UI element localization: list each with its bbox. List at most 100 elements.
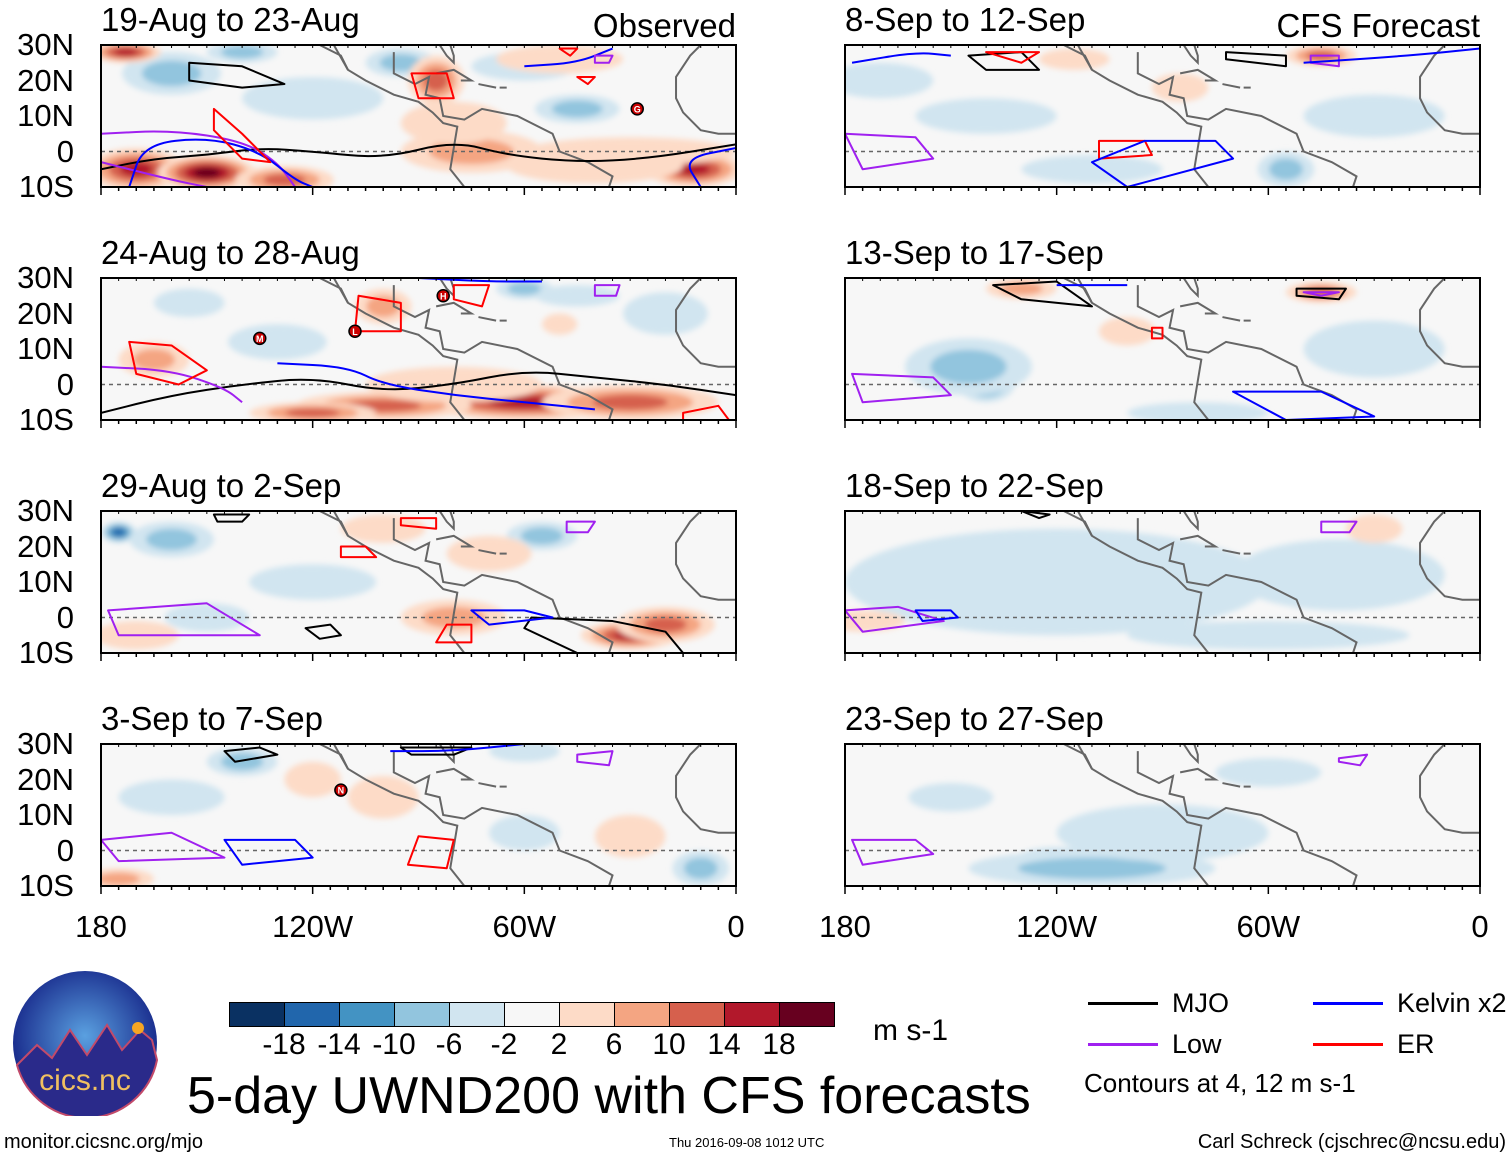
map-panel: G bbox=[100, 44, 737, 195]
coastline bbox=[1179, 534, 1220, 548]
anomaly-shading bbox=[1039, 48, 1110, 70]
source-url[interactable]: monitor.cicsnc.org/mjo bbox=[4, 1131, 203, 1153]
anomaly-shading bbox=[118, 779, 225, 815]
colorbar-swatch bbox=[450, 1003, 505, 1026]
colorbar-swatch bbox=[395, 1003, 450, 1026]
legend-line bbox=[1088, 1043, 1158, 1046]
storm-name: G bbox=[634, 104, 641, 114]
lat-tick-label: 20N bbox=[17, 761, 74, 797]
coastline bbox=[478, 316, 497, 322]
coastline bbox=[1419, 45, 1480, 135]
colorbar-swatch bbox=[340, 1003, 395, 1026]
wave-contour bbox=[967, 51, 1041, 71]
timestamp: Thu 2016-09-08 1012 UTC bbox=[669, 1135, 825, 1150]
lon-tick-label: 60W bbox=[492, 909, 557, 944]
anomaly-shading bbox=[146, 528, 197, 551]
wave-contour bbox=[101, 365, 243, 404]
wave-contour bbox=[851, 372, 952, 404]
wave-contour bbox=[223, 838, 314, 866]
storm-name: L bbox=[352, 327, 358, 337]
map-panel bbox=[100, 510, 737, 661]
lat-tick-label: 0 bbox=[56, 133, 74, 169]
legend-label: ER bbox=[1397, 1029, 1435, 1059]
wave-contour bbox=[101, 130, 296, 187]
coastline bbox=[675, 278, 736, 368]
storm-icon: L bbox=[348, 324, 362, 338]
colorbar-tick: 6 bbox=[605, 1028, 623, 1061]
lon-tick-label: 0 bbox=[1471, 909, 1489, 944]
lat-tick-label: 0 bbox=[56, 599, 74, 635]
coastline bbox=[1222, 316, 1241, 322]
wave-contour bbox=[576, 75, 596, 86]
anomaly-shading bbox=[446, 535, 532, 572]
wave-contour bbox=[128, 340, 208, 386]
anomaly-shading bbox=[677, 163, 711, 176]
anomaly-shading bbox=[1099, 317, 1156, 346]
figure-title: 5-day UWND200 with CFS forecasts bbox=[187, 1067, 1031, 1125]
coastline bbox=[1182, 744, 1199, 765]
coastline bbox=[478, 549, 497, 555]
colorbar-tick: -18 bbox=[262, 1028, 306, 1061]
anomaly-shading bbox=[132, 349, 176, 371]
wave-contour bbox=[1320, 520, 1358, 534]
lat-tick-label: 20N bbox=[17, 295, 74, 331]
anomaly-shading bbox=[285, 408, 340, 418]
anomaly-shading bbox=[1233, 539, 1445, 611]
lat-tick-label: 20N bbox=[17, 528, 74, 564]
coastline bbox=[478, 83, 497, 89]
wave-contour bbox=[558, 47, 579, 57]
anomaly-shading bbox=[1021, 155, 1163, 184]
panel-title: 19-Aug to 23-Aug bbox=[101, 1, 360, 38]
wave-contour bbox=[565, 520, 596, 534]
anomaly-shading bbox=[520, 527, 564, 545]
anomaly-shading bbox=[379, 54, 423, 72]
coastline bbox=[1179, 301, 1220, 315]
contour-note: Contours at 4, 12 m s-1 bbox=[1084, 1068, 1356, 1098]
coastline bbox=[435, 301, 476, 315]
lat-tick-label: 10N bbox=[17, 564, 74, 599]
wave-contour bbox=[1225, 51, 1287, 68]
coastline bbox=[1136, 751, 1358, 886]
coastline bbox=[1222, 83, 1241, 89]
anomaly-shading bbox=[592, 394, 668, 410]
panel-source-label: Observed bbox=[592, 7, 736, 44]
coastline bbox=[392, 285, 614, 420]
storm-icon: G bbox=[630, 102, 644, 116]
anomaly-shading bbox=[534, 285, 620, 307]
anomaly-shading bbox=[153, 288, 225, 318]
anomaly-shading bbox=[845, 62, 934, 99]
lat-tick-label: 30N bbox=[17, 493, 74, 528]
panel-title: 13-Sep to 17-Sep bbox=[845, 234, 1104, 271]
storm-icon: M bbox=[253, 331, 267, 346]
lat-tick-label: 10S bbox=[18, 635, 74, 670]
wave-contour bbox=[914, 609, 959, 623]
wave-contour bbox=[406, 835, 455, 870]
colorbar-tick: 14 bbox=[707, 1028, 741, 1061]
storm-icon: H bbox=[436, 289, 450, 303]
legend-label: MJO bbox=[1172, 988, 1229, 1018]
anomaly-shading bbox=[1345, 514, 1403, 543]
panel-title: 24-Aug to 28-Aug bbox=[101, 234, 360, 271]
wave-contour bbox=[399, 746, 473, 756]
anomaly-shading bbox=[424, 69, 449, 92]
colorbar-tick: -14 bbox=[317, 1028, 361, 1061]
anomaly-shading bbox=[193, 167, 221, 178]
legend-line bbox=[1313, 1002, 1383, 1005]
colorbar-swatch bbox=[670, 1003, 725, 1026]
coastline bbox=[1179, 68, 1220, 82]
anomaly-shading bbox=[1269, 158, 1303, 180]
coastline bbox=[1179, 767, 1220, 781]
anomaly-shading bbox=[113, 48, 138, 56]
anomaly-shading bbox=[1000, 282, 1043, 296]
wave-contour bbox=[1337, 753, 1369, 767]
anomaly-shading bbox=[541, 313, 578, 335]
coastline bbox=[1222, 782, 1241, 788]
wave-contour bbox=[101, 371, 736, 414]
wave-contour bbox=[1098, 139, 1153, 160]
anomaly-shading bbox=[1303, 320, 1445, 378]
wave-contour bbox=[1302, 291, 1340, 297]
panel-title: 18-Sep to 22-Sep bbox=[845, 467, 1104, 504]
wave-contour bbox=[992, 280, 1093, 308]
map-panel bbox=[844, 510, 1481, 661]
